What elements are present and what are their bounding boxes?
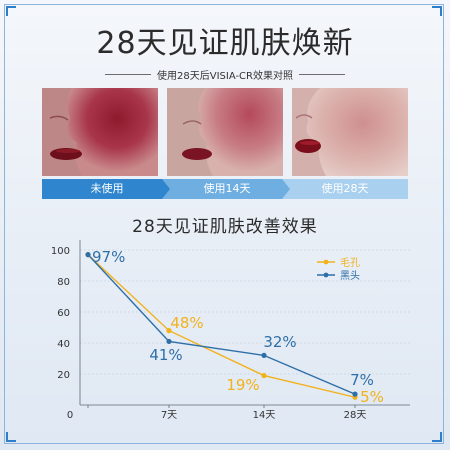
data-label: 32%	[263, 333, 296, 351]
stage-28-days: 使用28天	[282, 179, 408, 199]
x-tick-label: 14天	[253, 410, 276, 421]
legend-marker	[323, 259, 329, 265]
data-label: 19%	[226, 376, 259, 394]
face-photo-28-days	[292, 88, 408, 176]
series-line-blackheads	[87, 254, 356, 395]
stage-label: 使用28天	[321, 182, 369, 195]
x-tick-label: 7天	[161, 410, 177, 421]
subtitle-rule-right	[299, 73, 346, 75]
y-tick-label: 80	[57, 277, 70, 288]
x-tick-label: 0	[67, 410, 73, 421]
legend-label: 黑头	[340, 270, 360, 282]
data-label: 7%	[350, 371, 374, 389]
y-tick-label: 40	[57, 339, 70, 350]
subtitle-rule-left	[105, 73, 152, 75]
stage-label: 未使用	[90, 182, 124, 195]
legend-label: 毛孔	[340, 257, 360, 269]
face-photo-14-days	[167, 88, 283, 176]
data-point	[261, 372, 267, 379]
subtitle-row: 使用28天后VISIA-CR效果对照	[105, 66, 346, 82]
legend-marker	[323, 272, 329, 278]
data-point	[261, 352, 267, 358]
series-line-pores	[87, 254, 356, 398]
data-label: 5%	[360, 388, 384, 406]
face-photo-before	[42, 88, 158, 176]
y-tick-label: 100	[51, 246, 70, 257]
data-label: 97%	[92, 248, 125, 266]
data-point	[352, 391, 358, 397]
stage-label: 使用14天	[203, 182, 251, 195]
y-tick-label: 20	[57, 370, 70, 381]
data-point	[166, 328, 172, 334]
x-tick-label: 28天	[344, 410, 367, 421]
stage-14-days: 使用14天	[162, 179, 292, 199]
page-title: 28天见证肌肤焕新	[96, 26, 354, 61]
stage-before: 未使用	[42, 179, 172, 199]
data-label: 48%	[170, 314, 203, 332]
stage-progress-bar: 未使用 使用14天 使用28天	[42, 179, 408, 199]
visia-photo-strip	[42, 88, 408, 176]
data-point	[85, 252, 91, 258]
data-label: 41%	[149, 346, 182, 364]
data-point	[166, 338, 172, 345]
y-tick-label: 60	[57, 308, 70, 319]
page-subtitle: 使用28天后VISIA-CR效果对照	[157, 70, 293, 82]
chart-title: 28天见证肌肤改善效果	[132, 217, 318, 237]
